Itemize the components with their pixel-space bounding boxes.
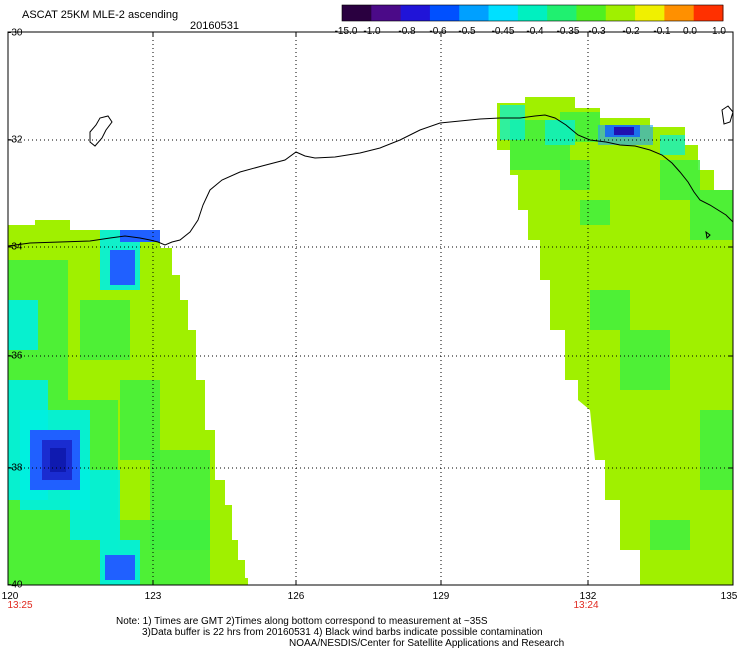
colorbar-swatch	[576, 5, 607, 21]
colorbar-swatch	[400, 5, 431, 21]
lat-label: -38	[8, 462, 23, 474]
colorbar-tick-label: 0.0	[683, 26, 697, 37]
colorbar-tick-label: -0.6	[429, 26, 447, 37]
wind-field-patch	[545, 120, 575, 145]
wind-field-patch	[614, 127, 634, 135]
coastline	[7, 114, 734, 247]
wind-field-patch	[8, 300, 38, 350]
wind-field-patch	[50, 448, 66, 472]
swath-right	[497, 97, 733, 585]
lat-label: -36	[8, 350, 23, 362]
wind-field-patch	[120, 230, 160, 242]
colorbar-swatch	[605, 5, 636, 21]
map-frame	[7, 31, 734, 586]
colorbar-tick-label: 1.0	[712, 26, 726, 37]
lat-label: -32	[8, 134, 23, 146]
wind-field-patch	[80, 300, 130, 360]
colorbar-tick-label: -0.35	[556, 26, 580, 37]
wind-field-patch	[700, 410, 733, 490]
wind-field-patch	[660, 160, 700, 200]
colorbar-tick-label: -0.1	[653, 26, 671, 37]
lon-label: 123	[144, 591, 162, 602]
swath-time-right: 13:24	[573, 600, 599, 611]
wind-field-patch	[500, 105, 525, 140]
colorbar-swatch	[429, 5, 460, 21]
colorbar-tick-label: -0.4	[526, 26, 544, 37]
colorbar-swatch	[664, 5, 695, 21]
wind-field-patch	[620, 330, 670, 390]
colorbar-swatch	[459, 5, 490, 21]
colorbar-swatch	[693, 5, 724, 21]
lon-label: 126	[287, 591, 305, 602]
note-line-1: Note: 1) Times are GMT 2)Times along bot…	[116, 616, 488, 627]
wind-field-patch	[110, 250, 135, 285]
wind-field-patch	[590, 290, 630, 330]
island-outline	[721, 105, 734, 125]
lat-label: -40	[8, 579, 23, 591]
note-line-2: 3)Data buffer is 22 hrs from 20160531 4)…	[142, 627, 543, 638]
lon-label: 120	[1, 591, 19, 602]
note-line-3: NOAA/NESDIS/Center for Satellite Applica…	[289, 638, 565, 649]
wind-field-patch	[580, 200, 610, 225]
wind-field-patch	[120, 380, 160, 460]
island-outline	[89, 115, 113, 147]
colorbar-tick-label: -0.2	[622, 26, 640, 37]
colorbar-tick-label: -1.0	[363, 26, 381, 37]
product-title: ASCAT 25KM MLE-2 ascending	[22, 9, 179, 21]
colorbar-frame	[341, 4, 724, 22]
colorbar-tick-label: -0.45	[491, 26, 515, 37]
colorbar-swatch	[547, 5, 577, 21]
colorbar-tick-label: -0.5	[458, 26, 476, 37]
lon-label: 135	[720, 591, 738, 602]
wind-field-patch	[660, 135, 685, 155]
lon-label: 129	[432, 591, 450, 602]
colorbar-tick-label: -0.3	[588, 26, 606, 37]
colorbar-swatch	[488, 5, 519, 21]
wind-field-patch	[105, 555, 135, 580]
colorbar-tick-label: -0.8	[398, 26, 416, 37]
lon-label: 132	[579, 591, 597, 602]
product-date: 20160531	[190, 20, 239, 32]
island-outline	[705, 230, 711, 240]
colorbar-tick-label: -15.0	[334, 26, 358, 37]
swath-time-left: 13:25	[7, 600, 33, 611]
colorbar-swatch	[371, 5, 402, 21]
lat-label: -34	[8, 241, 23, 253]
wind-field-patch	[650, 520, 690, 550]
colorbar-swatch	[342, 5, 372, 21]
colorbar-swatch	[517, 5, 548, 21]
colorbar-swatch	[635, 5, 665, 21]
wind-field-patch	[560, 160, 590, 190]
lat-label: -30	[8, 27, 23, 39]
